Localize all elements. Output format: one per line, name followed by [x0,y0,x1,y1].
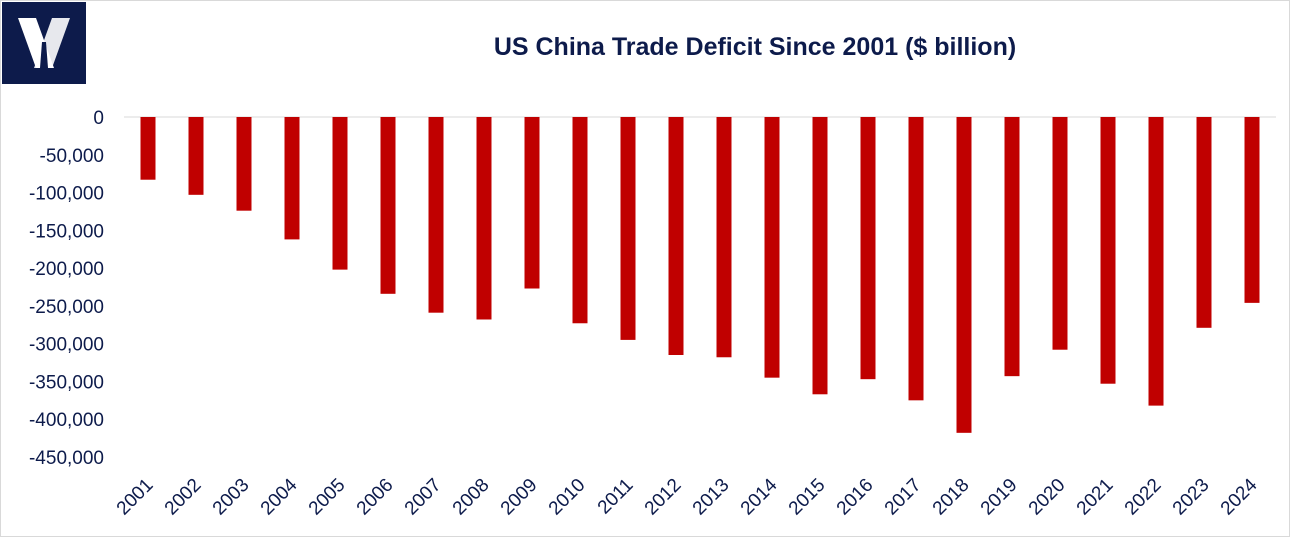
y-tick-label: -50,000 [40,146,104,167]
x-tick-label: 2021 [1073,475,1118,520]
bar-2019 [1004,117,1020,377]
x-tick-label: 2008 [449,475,494,520]
x-logo-icon [18,18,70,68]
bar-2014 [764,117,780,378]
y-tick-label: -150,000 [29,221,104,242]
x-tick-label: 2020 [1025,475,1070,520]
bar-2009 [524,117,540,289]
x-tick-label: 2003 [209,475,254,520]
y-tick-label: -250,000 [29,297,104,318]
y-tick-label: -400,000 [29,410,104,431]
x-tick-label: 2014 [737,474,782,519]
bar-2007 [428,117,444,313]
x-tick-label: 2019 [977,475,1022,520]
bar-2003 [236,117,252,211]
bar-2016 [860,117,876,380]
bar-2020 [1052,117,1068,350]
brand-logo [2,2,86,84]
bar-2012 [668,117,684,355]
x-tick-label: 2024 [1217,474,1262,519]
bar-2008 [476,117,492,320]
y-tick-label: -200,000 [29,259,104,280]
y-tick-label: -450,000 [29,448,104,469]
bar-2018 [956,117,972,433]
chart-title: US China Trade Deficit Since 2001 ($ bil… [493,33,1017,61]
bar-2022 [1148,117,1164,406]
bar-2021 [1100,117,1116,384]
x-tick-label: 2006 [353,475,398,520]
bar-2001 [140,117,156,180]
x-tick-label: 2001 [113,475,158,520]
bar-2005 [332,117,348,270]
x-tick-label: 2009 [497,475,542,520]
y-tick-label: -350,000 [29,372,104,393]
x-tick-label: 2022 [1121,475,1166,520]
bar-2024 [1244,117,1260,303]
bar-2023 [1196,117,1212,328]
y-tick-label: -300,000 [29,335,104,356]
x-tick-label: 2005 [305,475,350,520]
x-tick-label: 2007 [401,475,446,520]
bar-2011 [620,117,636,340]
bar-2010 [572,117,588,324]
bar-2017 [908,117,924,401]
bar-2004 [284,117,300,240]
y-tick-label: -100,000 [29,184,104,205]
x-tick-label: 2016 [833,475,878,520]
x-tick-label: 2023 [1169,475,1214,520]
x-tick-label: 2002 [161,475,206,520]
x-tick-label: 2011 [594,475,638,519]
x-tick-label: 2018 [929,475,974,520]
x-tick-label: 2004 [257,474,302,519]
x-tick-label: 2012 [641,475,686,520]
x-tick-label: 2015 [785,475,830,520]
bar-2006 [380,117,396,294]
y-tick-label: 0 [93,108,104,129]
bar-2015 [812,117,828,395]
bar-2002 [188,117,204,195]
x-tick-label: 2010 [545,475,590,520]
x-tick-label: 2013 [689,475,734,520]
bar-2013 [716,117,732,358]
x-tick-label: 2017 [881,475,926,520]
